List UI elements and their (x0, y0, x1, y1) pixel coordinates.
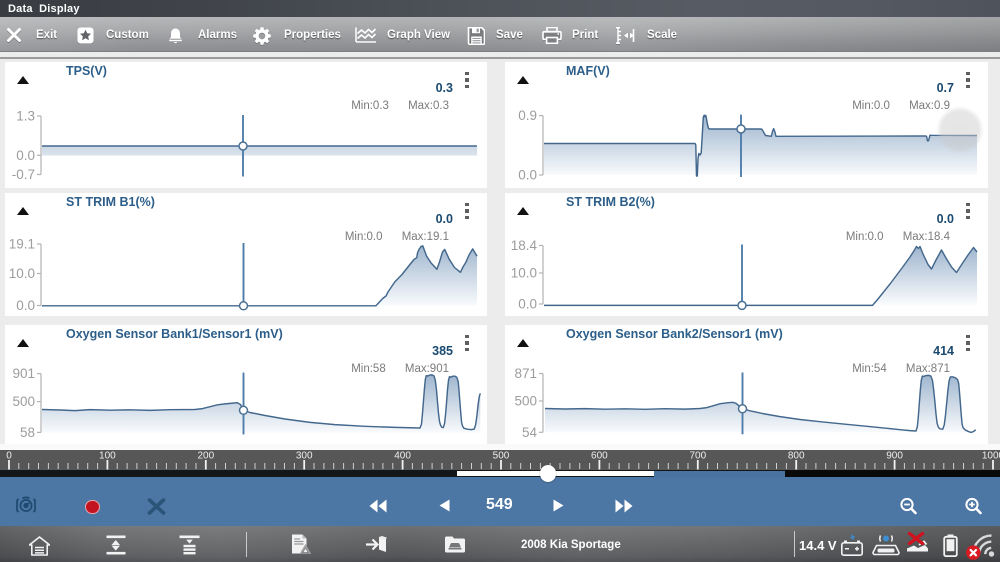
svg-text:500: 500 (12, 394, 35, 409)
svg-text:700: 700 (689, 451, 706, 462)
svg-text:0: 0 (6, 451, 12, 462)
svg-text:54: 54 (522, 425, 538, 440)
svg-text:1000: 1000 (982, 451, 1000, 462)
svg-text:600: 600 (591, 451, 608, 462)
svg-text:400: 400 (394, 451, 411, 462)
svg-text:0.0: 0.0 (518, 168, 537, 183)
svg-text:100: 100 (99, 451, 116, 462)
svg-text:500: 500 (493, 451, 510, 462)
svg-text:10.0: 10.0 (9, 266, 35, 281)
svg-text:0.0: 0.0 (16, 148, 35, 163)
svg-text:1.3: 1.3 (16, 109, 35, 124)
svg-text:-0.7: -0.7 (12, 167, 35, 182)
svg-text:10.0: 10.0 (511, 266, 537, 281)
svg-text:58: 58 (20, 425, 35, 440)
svg-text:0.0: 0.0 (16, 298, 35, 313)
svg-text:300: 300 (296, 451, 313, 462)
svg-text:19.1: 19.1 (9, 237, 35, 252)
svg-text:500: 500 (514, 394, 537, 409)
svg-text:901: 901 (12, 366, 35, 381)
svg-text:900: 900 (886, 451, 903, 462)
svg-text:18.4: 18.4 (511, 238, 538, 253)
svg-text:871: 871 (514, 366, 537, 381)
svg-text:200: 200 (197, 451, 214, 462)
svg-text:800: 800 (788, 451, 805, 462)
svg-text:0.9: 0.9 (518, 108, 537, 123)
svg-text:0.0: 0.0 (518, 297, 537, 312)
